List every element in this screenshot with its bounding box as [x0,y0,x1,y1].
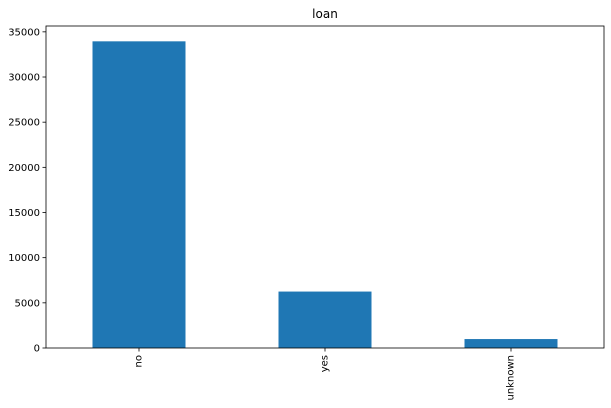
x-tick-label-yes: yes [320,355,331,372]
chart-title: loan [312,7,338,21]
y-tick-label: 15000 [8,208,40,219]
bar-unknown [464,339,558,348]
bars-group [92,41,558,348]
y-tick-label: 30000 [8,73,40,84]
bar-no [92,41,186,348]
x-tick-label-unknown: unknown [506,355,517,400]
y-tick-label: 0 [34,344,40,355]
plot-frame [45,25,605,349]
y-tick-label: 5000 [15,298,40,309]
y-tick-label: 10000 [8,253,40,264]
x-tick-label-no: no [134,355,145,367]
y-axis: 0 5000 10000 15000 20000 25000 30000 35000 [8,27,46,355]
y-tick-label: 20000 [8,163,40,174]
y-tick-label: 25000 [8,118,40,129]
x-axis: no yes unknown [134,348,517,400]
y-tick-label: 35000 [8,27,40,38]
bar-yes [278,291,372,348]
